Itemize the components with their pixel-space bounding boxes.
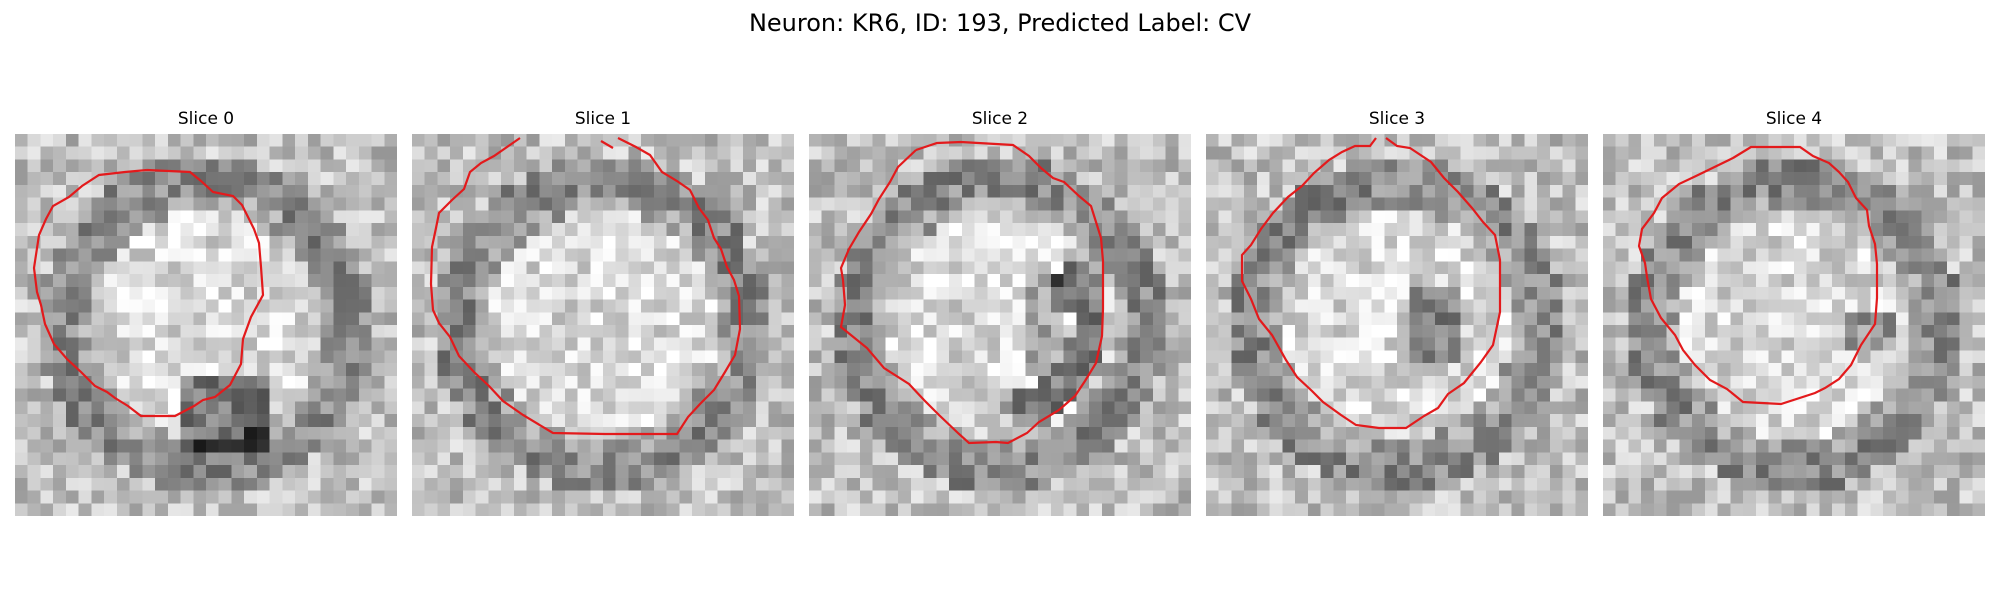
slice-image — [412, 134, 794, 516]
cell-contour — [1240, 137, 1502, 430]
slice-title: Slice 3 — [1368, 109, 1426, 129]
slice-title: Slice 0 — [177, 109, 235, 129]
slice-image — [15, 134, 397, 516]
slice-title: Slice 4 — [1765, 109, 1823, 129]
red-contour-line — [32, 168, 265, 418]
grayscale-slice-image — [15, 134, 397, 516]
grayscale-slice-image — [1206, 134, 1588, 516]
slice-title: Slice 1 — [574, 109, 632, 129]
slice-title: Slice 2 — [971, 109, 1029, 129]
red-contour-line — [1240, 137, 1502, 430]
grayscale-slice-image — [412, 134, 794, 516]
slice-image — [809, 134, 1191, 516]
cell-contour — [32, 168, 265, 418]
slice-panel-0: Slice 0 — [15, 108, 397, 530]
red-contour-line — [1637, 145, 1879, 406]
cell-contour — [429, 137, 742, 436]
slice-panel-4: Slice 4 — [1603, 108, 1985, 530]
red-contour-line — [839, 140, 1105, 445]
slice-panel-2: Slice 2 — [809, 108, 1191, 530]
cell-contour — [1637, 145, 1879, 406]
slice-image — [1206, 134, 1588, 516]
grayscale-slice-image — [809, 134, 1191, 516]
figure-title: Neuron: KR6, ID: 193, Predicted Label: C… — [748, 9, 1252, 37]
slice-panel-3: Slice 3 — [1206, 108, 1588, 530]
slice-panel-1: Slice 1 — [412, 108, 794, 530]
red-contour-line — [429, 137, 742, 436]
slice-image — [1603, 134, 1985, 516]
red-contour-line — [600, 140, 614, 149]
cell-contour — [839, 140, 1105, 445]
